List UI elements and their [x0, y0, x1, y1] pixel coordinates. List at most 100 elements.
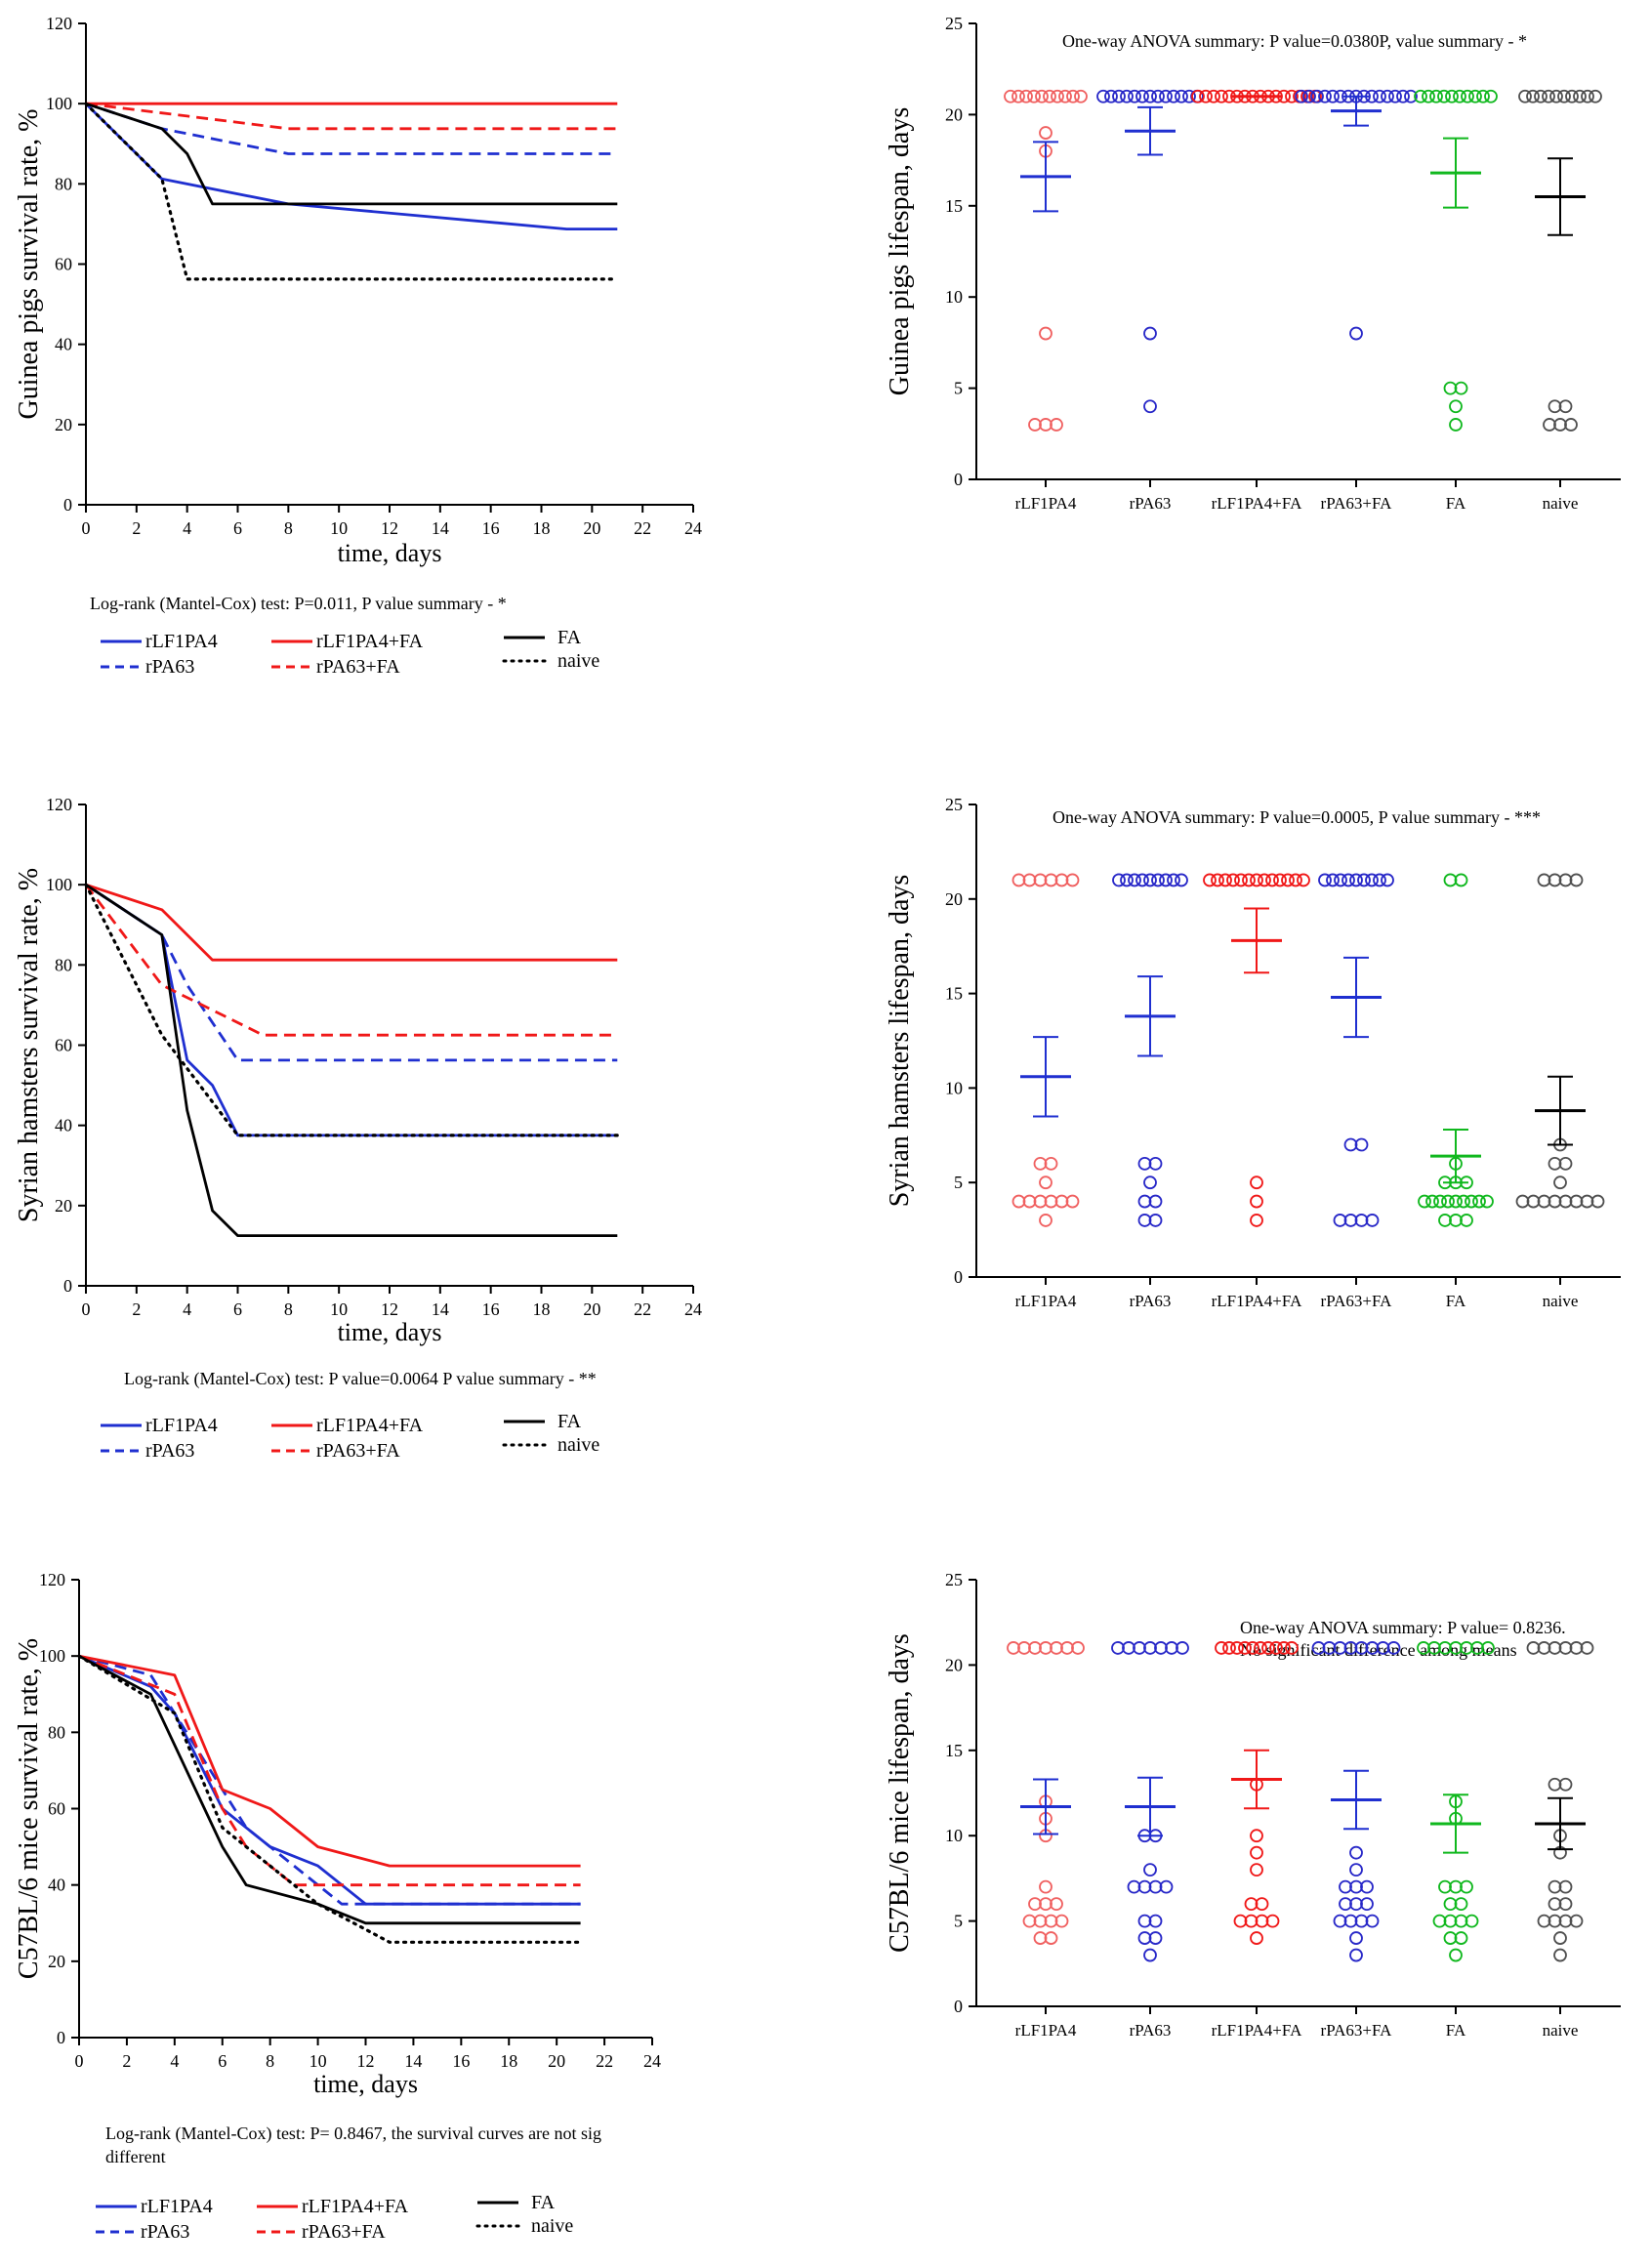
data-point — [1128, 873, 1141, 887]
data-point — [1454, 873, 1468, 887]
data-point — [1255, 1914, 1269, 1928]
x-tick-label: 16 — [482, 518, 500, 538]
y-tick-label: 80 — [55, 174, 72, 193]
x-tick-label: 12 — [381, 518, 398, 538]
data-point — [1148, 1931, 1163, 1945]
data-point — [1143, 326, 1157, 341]
legend-label-rLF1PA4: rLF1PA4 — [145, 1415, 218, 1436]
data-point — [1548, 399, 1562, 414]
data-point — [1422, 89, 1435, 103]
data-point — [1449, 1948, 1463, 1962]
x-tick-label: 22 — [634, 518, 651, 538]
data-point — [1417, 1641, 1430, 1655]
anova-annotation: One-way ANOVA summary: P value=0.0380P, … — [1062, 31, 1527, 51]
data-point — [1011, 873, 1026, 887]
y-tick-label: 15 — [945, 984, 963, 1004]
y-tick-label: 10 — [945, 1826, 963, 1845]
legend-label-rPA63+FA: rPA63+FA — [316, 656, 400, 678]
sh_lifespan-panel: 0 5 10 15 20 25 Syrian hamsters lifespan, days… — [885, 795, 1621, 1310]
x-tick-label: 14 — [404, 2051, 422, 2071]
mice_lifespan-panel: 0 5 10 15 20 25 C57BL/6 mice lifespan, days One… — [885, 1570, 1621, 2040]
data-point — [1453, 89, 1466, 103]
y-tick-label: 40 — [55, 335, 72, 354]
data-point — [1381, 89, 1394, 103]
series-line-FA — [85, 884, 618, 1237]
data-point — [1549, 89, 1563, 103]
x-tick-label: 0 — [75, 2051, 84, 2071]
data-point — [1112, 873, 1126, 887]
data-point — [1226, 873, 1240, 887]
data-point — [1569, 1641, 1584, 1655]
data-point — [1322, 1641, 1337, 1655]
legend-label-rLF1PA4: rLF1PA4 — [145, 631, 218, 652]
data-point — [1039, 126, 1053, 140]
data-point — [1050, 1641, 1063, 1655]
data-point — [1222, 1641, 1236, 1655]
data-point — [1135, 89, 1149, 103]
x-tick-label: 4 — [183, 518, 191, 538]
data-point — [1443, 1931, 1458, 1945]
data-point — [1526, 1641, 1541, 1655]
x-tick-label: 0 — [82, 518, 91, 538]
data-point — [1558, 1156, 1573, 1171]
data-point — [1432, 1914, 1447, 1928]
data-point — [1175, 89, 1188, 103]
data-point — [1297, 873, 1310, 887]
data-point — [1250, 873, 1263, 887]
data-point — [1534, 89, 1548, 103]
x-tick-label: rLF1PA4 — [1015, 2021, 1077, 2040]
data-point — [1548, 873, 1562, 887]
data-point — [1044, 1194, 1058, 1209]
data-point — [1143, 1948, 1157, 1962]
data-point — [1159, 873, 1173, 887]
data-point — [1050, 1897, 1063, 1912]
y-tick-label: 20 — [945, 1655, 963, 1674]
x-tick-label: 4 — [183, 1299, 191, 1319]
data-point — [1360, 1879, 1374, 1894]
data-point — [1472, 1194, 1486, 1209]
data-point — [1277, 1641, 1291, 1655]
data-point — [1128, 89, 1141, 103]
x-tick-label: 6 — [233, 1299, 242, 1319]
y-tick-label: 15 — [945, 1741, 963, 1760]
y-tick-label: 10 — [945, 287, 963, 307]
x-tick-label: 8 — [284, 518, 293, 538]
data-point — [1333, 1214, 1347, 1227]
data-point — [1148, 1156, 1163, 1171]
data-point — [1341, 873, 1355, 887]
y-tick-label: 120 — [46, 795, 72, 814]
data-point — [1250, 1194, 1263, 1209]
data-point — [1058, 89, 1072, 103]
data-point — [1302, 89, 1316, 103]
data-point — [1050, 418, 1063, 432]
y-tick-label: 80 — [55, 955, 72, 974]
data-point — [1004, 89, 1017, 103]
data-point — [1569, 873, 1584, 887]
x-tick-label: 18 — [533, 518, 551, 538]
data-point — [1569, 1914, 1584, 1928]
data-point — [1137, 1914, 1152, 1928]
data-point — [1343, 1641, 1358, 1655]
data-point — [1543, 418, 1556, 432]
data-point — [1017, 1641, 1031, 1655]
data-point — [1548, 1914, 1562, 1928]
y-tick-label: 0 — [63, 495, 72, 515]
x-tick-label: FA — [1446, 2021, 1466, 2040]
data-point — [1564, 418, 1578, 432]
data-point — [1230, 1641, 1244, 1655]
data-point — [1425, 1194, 1439, 1209]
x-tick-label: rLF1PA4+FA — [1212, 2021, 1302, 2040]
data-point — [1250, 1863, 1263, 1877]
data-point — [1349, 1879, 1363, 1894]
stat-text: different — [105, 2147, 166, 2166]
y-tick-label: 100 — [46, 875, 72, 894]
data-point — [1388, 89, 1402, 103]
data-point — [1445, 89, 1459, 103]
data-point — [1143, 399, 1157, 414]
x-tick-label: 14 — [432, 1299, 449, 1319]
series-line-rPA63+FA — [78, 1654, 581, 1887]
data-point — [1135, 873, 1149, 887]
y-tick-label: 20 — [55, 415, 72, 434]
x-tick-label: 6 — [233, 518, 242, 538]
data-point — [1137, 1931, 1152, 1945]
